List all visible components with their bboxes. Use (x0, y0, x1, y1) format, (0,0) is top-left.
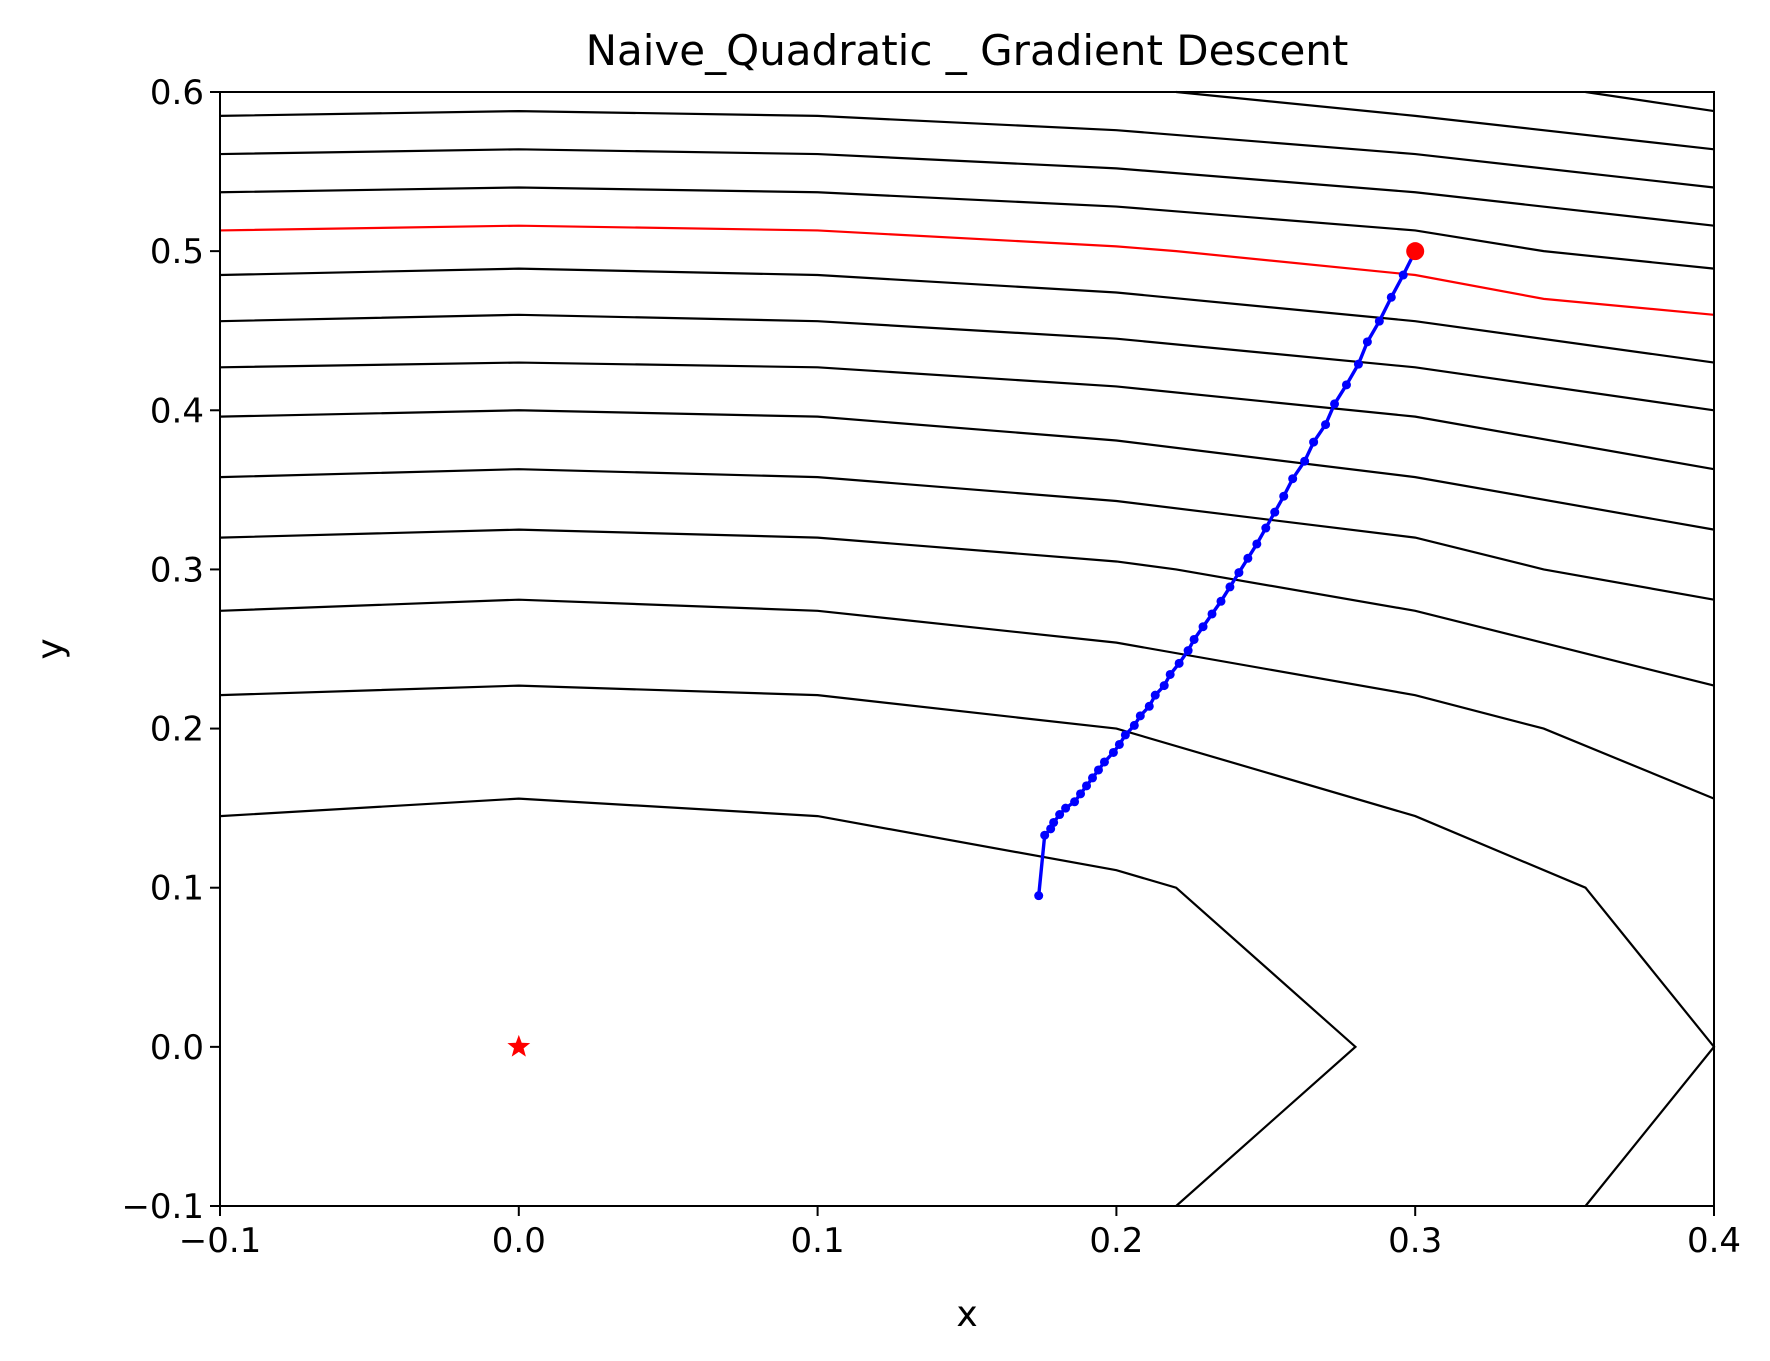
path-point (1234, 568, 1244, 578)
x-axis-label: x (956, 1294, 977, 1335)
x-tick-label: 0.0 (492, 1221, 546, 1261)
path-point (1120, 730, 1130, 740)
path-point (1398, 270, 1408, 280)
path-point (1135, 711, 1145, 721)
path-point (1061, 803, 1071, 813)
y-tick-label: 0.6 (150, 73, 204, 113)
x-tick-label: 0.2 (1089, 1221, 1143, 1261)
path-point (1034, 891, 1044, 901)
path-point (1386, 292, 1396, 302)
x-tick-label: −0.1 (179, 1221, 262, 1261)
path-point (1270, 507, 1280, 517)
path-point (1207, 609, 1217, 619)
path-point (1243, 553, 1253, 563)
path-point (1159, 681, 1169, 691)
y-tick-label: 0.3 (150, 550, 204, 590)
contour-line (219, 468, 1715, 601)
path-point (1321, 420, 1331, 430)
x-tick-label: 0.3 (1388, 1221, 1442, 1261)
contour-line (219, 361, 1715, 471)
path-line (1037, 250, 1417, 896)
path-point (1300, 456, 1310, 466)
path-point (1129, 720, 1139, 730)
contour-line (219, 528, 1715, 687)
y-tick-label: 0.4 (150, 391, 204, 431)
path-point (1082, 781, 1092, 791)
y-axis: −0.1 0.0 0.1 0.2 0.3 0.4 0.5 0.6 (121, 73, 220, 1227)
y-tick-label: 0.1 (150, 869, 204, 909)
contour-line (219, 109, 1715, 189)
path-point (1353, 359, 1363, 369)
path-point (1108, 747, 1118, 757)
path-point (1114, 739, 1124, 749)
path-point (1341, 380, 1351, 390)
path-point (1150, 690, 1160, 700)
plot-area (219, 90, 1716, 1207)
path-point (1144, 701, 1154, 711)
path-point (1252, 539, 1262, 549)
plot-frame (219, 91, 1715, 1207)
gradient-descent-path (1034, 246, 1420, 901)
path-point (1216, 596, 1226, 606)
path-point (1055, 810, 1065, 820)
contour-line (1176, 90, 1715, 151)
y-axis-label: y (30, 638, 71, 659)
contour-line (219, 409, 1715, 531)
optimum-star-marker (507, 1034, 531, 1057)
contour-lines (219, 90, 1716, 1207)
markers (507, 242, 1425, 1057)
contour-line (1585, 90, 1715, 113)
path-point (1046, 824, 1056, 834)
path-point (1225, 582, 1235, 592)
path-point (1093, 765, 1103, 775)
contour-line (219, 267, 1715, 364)
path-point (1288, 474, 1298, 484)
start-point-marker (1406, 242, 1425, 261)
x-tick-label: 0.4 (1687, 1221, 1741, 1261)
path-point (1198, 622, 1208, 632)
path-point (1165, 669, 1175, 679)
path-point (1261, 523, 1271, 533)
chart-title: Naive_Quadratic _ Gradient Descent (586, 26, 1349, 75)
path-point (1362, 337, 1372, 347)
path-point (1087, 773, 1097, 783)
path-point (1279, 491, 1289, 501)
path-point (1070, 797, 1080, 807)
path-point (1189, 634, 1199, 644)
x-tick-label: 0.1 (791, 1221, 845, 1261)
path-point (1174, 658, 1184, 668)
x-axis: −0.1 0.0 0.1 0.2 0.3 0.4 (179, 1206, 1741, 1261)
path-point (1183, 646, 1193, 656)
y-tick-label: 0.5 (150, 232, 204, 272)
contour-line (219, 148, 1715, 227)
contour-line (219, 684, 1716, 1207)
contour-line (219, 313, 1715, 412)
y-tick-label: 0.0 (150, 1028, 204, 1068)
path-point (1309, 437, 1319, 447)
path-point (1374, 316, 1384, 326)
path-point (1330, 399, 1340, 409)
y-tick-label: 0.2 (150, 710, 204, 750)
path-point (1076, 789, 1086, 799)
contour-line (219, 797, 1358, 1207)
path-point (1040, 830, 1050, 840)
contour-line-highlight (219, 224, 1715, 316)
y-tick-label: −0.1 (121, 1187, 204, 1227)
contour-line (219, 186, 1715, 270)
contour-line (219, 598, 1715, 800)
path-point (1099, 757, 1109, 767)
